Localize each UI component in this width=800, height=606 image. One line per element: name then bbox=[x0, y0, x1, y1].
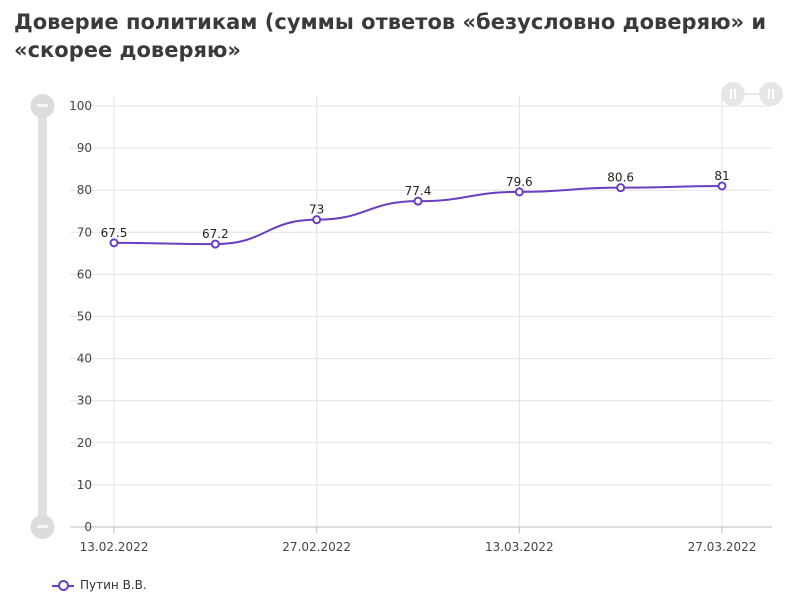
y-tick-label: 80 bbox=[77, 183, 92, 197]
zoom-handle-left-grip bbox=[734, 89, 736, 99]
legend-label: Путин В.В. bbox=[80, 578, 147, 592]
zoom-handle-right-grip bbox=[772, 89, 774, 99]
x-axis: 13.02.2022 27.02.2022 13.03.2022 27.03.2022 bbox=[80, 540, 757, 554]
zoom-slider-top-grip bbox=[37, 104, 48, 107]
data-label: 81 bbox=[714, 169, 729, 183]
zoom-handle-right[interactable] bbox=[759, 82, 783, 106]
data-point[interactable] bbox=[717, 181, 727, 191]
data-point[interactable] bbox=[109, 238, 119, 248]
y-tick-label: 50 bbox=[77, 310, 92, 324]
y-tick-label: 20 bbox=[77, 436, 92, 450]
series: 67.5 67.2 73 77.4 79.6 80.6 81 bbox=[101, 169, 730, 249]
y-tick-label: 70 bbox=[77, 225, 92, 239]
data-point[interactable] bbox=[210, 239, 220, 249]
zoom-handle-left[interactable] bbox=[721, 82, 745, 106]
data-point[interactable] bbox=[616, 183, 626, 193]
zoom-handle-left-grip bbox=[730, 89, 732, 99]
zoom-handle-right-grip bbox=[768, 89, 770, 99]
y-tick-label: 90 bbox=[77, 141, 92, 155]
zoom-handle-connector bbox=[745, 93, 759, 95]
y-tick-label: 30 bbox=[77, 394, 92, 408]
y-tick-label: 10 bbox=[77, 478, 92, 492]
data-label: 73 bbox=[309, 203, 324, 217]
data-label: 67.2 bbox=[202, 227, 229, 241]
y-tick-label: 100 bbox=[69, 99, 92, 113]
data-label: 77.4 bbox=[405, 184, 432, 198]
data-label: 67.5 bbox=[101, 226, 128, 240]
data-label: 80.6 bbox=[607, 171, 634, 185]
legend[interactable]: Путин В.В. bbox=[52, 576, 147, 594]
y-axis: 0 10 20 30 40 50 60 70 80 90 100 bbox=[69, 99, 92, 534]
chart-title: Доверие политикам (суммы ответов «безусл… bbox=[14, 10, 767, 62]
y-tick-label: 40 bbox=[77, 352, 92, 366]
y-tick-label: 0 bbox=[84, 520, 92, 534]
grid bbox=[70, 96, 772, 533]
x-tick-label: 27.03.2022 bbox=[688, 540, 757, 554]
data-label: 79.6 bbox=[506, 175, 533, 189]
x-tick-label: 27.02.2022 bbox=[282, 540, 351, 554]
zoom-slider-bottom-grip bbox=[37, 525, 48, 528]
zoom-slider-track[interactable] bbox=[38, 104, 47, 526]
zoom-controls bbox=[30, 82, 783, 539]
data-point[interactable] bbox=[514, 187, 524, 197]
x-tick-label: 13.02.2022 bbox=[80, 540, 149, 554]
y-tick-label: 60 bbox=[77, 267, 92, 281]
legend-marker-icon bbox=[52, 578, 74, 592]
x-tick-label: 13.03.2022 bbox=[485, 540, 554, 554]
data-point[interactable] bbox=[413, 196, 423, 206]
data-point[interactable] bbox=[312, 215, 322, 225]
